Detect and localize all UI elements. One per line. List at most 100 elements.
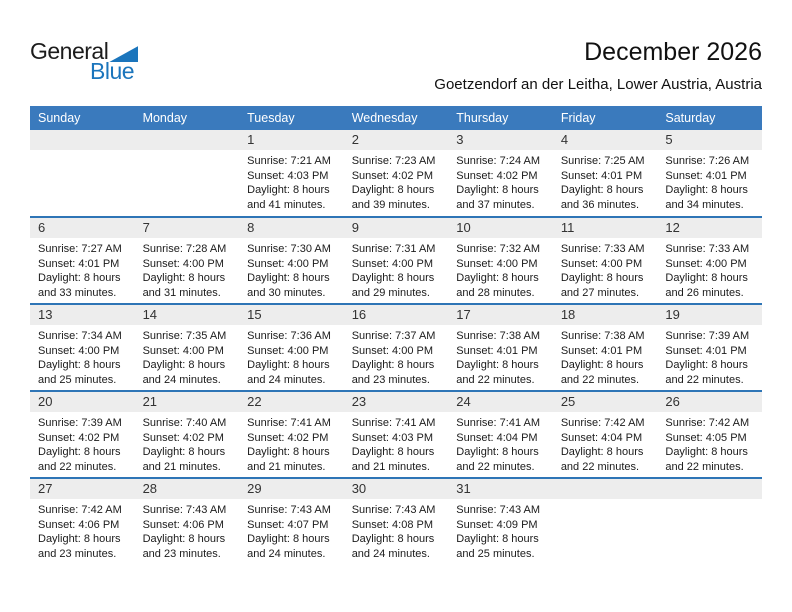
sun-info-line: Sunrise: 7:21 AM (247, 155, 331, 167)
sun-info-line: Sunset: 4:02 PM (247, 431, 329, 444)
day-number: 13 (38, 307, 53, 322)
sun-info-line: Daylight: 8 hours (247, 359, 330, 372)
sun-info-line: Daylight: 8 hours (560, 446, 644, 459)
sun-info-line: Sunrise: 7:34 AM (38, 330, 122, 342)
day-number-band: 26 (657, 392, 762, 412)
day-number-band (30, 130, 135, 150)
sun-info-line: Sunrise: 7:40 AM (142, 417, 227, 429)
sun-info-line: Sunrise: 7:31 AM (351, 243, 436, 255)
sun-info-line: Sunrise: 7:43 AM (247, 504, 331, 516)
day-cell: 25 Sunrise: 7:42 AM Sunset: 4:04 PM Dayligh… (552, 390, 658, 478)
day-number: 1 (247, 132, 255, 147)
sun-info-line: Sunrise: 7:43 AM (142, 504, 227, 516)
day-number: 21 (142, 394, 158, 409)
week-row: 6 Sunrise: 7:27 AM Sunset: 4:01 PM Daylight… (30, 216, 762, 304)
sun-info-line: and 24 minutes. (351, 547, 430, 560)
day-number: 24 (456, 394, 471, 409)
day-number-band: 14 (134, 305, 240, 325)
sun-info-line: Sunset: 4:09 PM (456, 518, 538, 531)
sun-info: Sunrise: 7:36 AM Sunset: 4:00 PM Daylight:… (239, 325, 344, 387)
sun-info-line: and 24 minutes. (142, 373, 221, 386)
day-cell: 14 Sunrise: 7:35 AM Sunset: 4:00 PM Dayligh… (134, 303, 240, 391)
day-number-band (552, 479, 658, 499)
sun-info: Sunrise: 7:33 AM Sunset: 4:00 PM Daylight:… (553, 238, 658, 300)
sun-info-line: Sunset: 4:01 PM (665, 344, 747, 357)
sun-info-line: Sunrise: 7:41 AM (247, 417, 331, 429)
general-blue-logo: General Blue (30, 38, 139, 85)
day-cell: 6 Sunrise: 7:27 AM Sunset: 4:01 PM Daylight… (30, 216, 135, 304)
weekday-header-friday: Friday (552, 106, 658, 130)
sun-info-line: and 26 minutes. (665, 286, 744, 299)
sun-info-line: Daylight: 8 hours (38, 446, 121, 459)
calendar-body: 1 Sunrise: 7:21 AM Sunset: 4:03 PM Daylight… (30, 130, 762, 565)
sun-info: Sunrise: 7:38 AM Sunset: 4:01 PM Daylight:… (553, 325, 658, 387)
day-number-band: 2 (343, 130, 449, 150)
sun-info-line: Daylight: 8 hours (665, 272, 748, 285)
sun-info: Sunrise: 7:28 AM Sunset: 4:00 PM Daylight:… (135, 238, 240, 300)
sun-info-line: Daylight: 8 hours (142, 446, 226, 459)
day-cell: 2 Sunrise: 7:23 AM Sunset: 4:02 PM Daylight… (343, 130, 449, 217)
sun-info-line: Daylight: 8 hours (665, 184, 748, 197)
day-number-band: 19 (657, 305, 762, 325)
sun-info-line: Daylight: 8 hours (665, 359, 748, 372)
day-number: 16 (351, 307, 367, 322)
sun-info-line: Sunrise: 7:33 AM (560, 243, 645, 255)
sun-info-line: Sunset: 4:03 PM (351, 431, 434, 444)
sun-info: Sunrise: 7:43 AM Sunset: 4:07 PM Daylight:… (239, 499, 344, 561)
day-cell: 16 Sunrise: 7:37 AM Sunset: 4:00 PM Dayligh… (343, 303, 449, 391)
empty-day-cell (30, 130, 135, 217)
sun-info-line: and 39 minutes. (351, 198, 430, 211)
day-number: 2 (351, 132, 359, 147)
day-cell: 17 Sunrise: 7:38 AM Sunset: 4:01 PM Dayligh… (448, 303, 553, 391)
day-cell: 3 Sunrise: 7:24 AM Sunset: 4:02 PM Daylight… (448, 130, 553, 217)
day-number-band: 11 (552, 218, 658, 238)
sun-info: Sunrise: 7:34 AM Sunset: 4:00 PM Daylight:… (30, 325, 135, 387)
day-number-band: 4 (552, 130, 658, 150)
sun-info-line: Daylight: 8 hours (247, 446, 330, 459)
day-cell: 13 Sunrise: 7:34 AM Sunset: 4:00 PM Dayligh… (30, 303, 135, 391)
sun-info-line: Sunset: 4:04 PM (456, 431, 538, 444)
sun-info-line: Sunset: 4:02 PM (38, 431, 120, 444)
sun-info: Sunrise: 7:42 AM Sunset: 4:04 PM Daylight:… (553, 412, 658, 474)
day-cell: 5 Sunrise: 7:26 AM Sunset: 4:01 PM Daylight… (657, 130, 762, 217)
day-cell: 22 Sunrise: 7:41 AM Sunset: 4:02 PM Dayligh… (239, 390, 344, 478)
day-number: 27 (38, 481, 53, 496)
sun-info-line: Sunset: 4:00 PM (351, 344, 434, 357)
sun-info-line: Daylight: 8 hours (351, 272, 435, 285)
sun-info-line: Sunrise: 7:37 AM (351, 330, 436, 342)
day-number-band: 21 (134, 392, 240, 412)
day-number-band: 18 (552, 305, 658, 325)
empty-day-cell (657, 477, 762, 565)
sun-info-line: Sunrise: 7:43 AM (351, 504, 436, 516)
sun-info-line: Daylight: 8 hours (142, 272, 226, 285)
sun-info: Sunrise: 7:39 AM Sunset: 4:02 PM Daylight:… (30, 412, 135, 474)
sun-info-line: Sunset: 4:02 PM (351, 169, 434, 182)
sun-info-line: Daylight: 8 hours (456, 184, 539, 197)
sun-info-line: and 31 minutes. (142, 286, 221, 299)
sun-info-line: Daylight: 8 hours (142, 359, 226, 372)
day-number-band: 10 (448, 218, 553, 238)
sun-info-line: Sunset: 4:07 PM (247, 518, 329, 531)
sun-info-line: Sunrise: 7:42 AM (38, 504, 122, 516)
sun-info-line: and 37 minutes. (456, 198, 535, 211)
sun-info-line: Daylight: 8 hours (351, 446, 435, 459)
day-number-band: 31 (448, 479, 553, 499)
day-cell: 4 Sunrise: 7:25 AM Sunset: 4:01 PM Daylight… (552, 130, 658, 217)
sun-info-line: Daylight: 8 hours (142, 533, 226, 546)
day-cell: 10 Sunrise: 7:32 AM Sunset: 4:00 PM Dayligh… (448, 216, 553, 304)
sun-info-line: Sunset: 4:00 PM (456, 257, 538, 270)
day-number-band: 30 (343, 479, 449, 499)
day-number: 18 (560, 307, 576, 322)
logo-text-blue: Blue (90, 58, 135, 84)
sun-info-line: Sunrise: 7:23 AM (351, 155, 436, 167)
month-title: December 2026 (584, 38, 762, 66)
sun-info-line: and 24 minutes. (247, 547, 326, 560)
sun-info: Sunrise: 7:32 AM Sunset: 4:00 PM Daylight:… (448, 238, 553, 300)
weekday-header-tuesday: Tuesday (239, 106, 344, 130)
day-number-band: 3 (448, 130, 553, 150)
sun-info: Sunrise: 7:35 AM Sunset: 4:00 PM Daylight:… (135, 325, 240, 387)
day-cell: 30 Sunrise: 7:43 AM Sunset: 4:08 PM Dayligh… (343, 477, 449, 565)
day-number: 12 (665, 220, 680, 235)
sun-info-line: and 23 minutes. (38, 547, 117, 560)
sun-info-line: and 21 minutes. (351, 460, 430, 473)
